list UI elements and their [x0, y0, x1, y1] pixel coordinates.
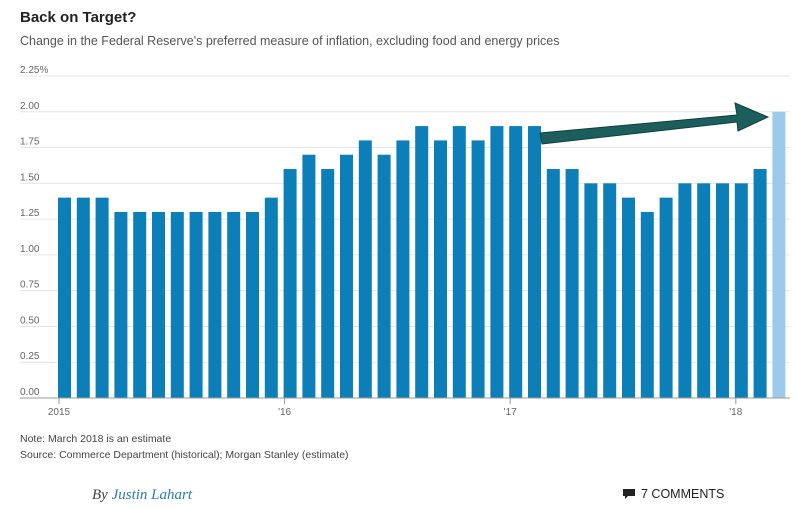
arrow-icon	[539, 102, 770, 145]
bar	[584, 183, 598, 398]
y-axis-labels: 0.00 0.25 0.50 0.75 1.00 1.25 1.50 1.75 2.00 2.25…	[20, 65, 48, 398]
bar	[358, 140, 372, 398]
x-axis: 2015 '16 '17 '18	[20, 397, 790, 418]
bar	[189, 211, 203, 398]
y-tick-label: 2.00	[20, 101, 40, 112]
x-tick-label: 2015	[48, 407, 71, 418]
bar	[678, 183, 692, 398]
bar	[227, 211, 241, 398]
bar	[377, 154, 391, 398]
bar	[716, 183, 729, 398]
bar	[753, 169, 767, 398]
bar	[603, 183, 617, 398]
x-tick-label: '16	[278, 407, 291, 418]
bar	[152, 211, 165, 398]
bar	[622, 197, 635, 398]
bar	[396, 140, 410, 398]
bar	[434, 140, 447, 398]
chart-title: Back on Target?	[20, 9, 137, 26]
bar	[340, 154, 353, 398]
comment-bubble-icon	[623, 489, 635, 499]
bar	[546, 169, 560, 398]
comments-label: 7 COMMENTS	[641, 487, 725, 501]
bar	[415, 126, 429, 398]
byline: By Justin Lahart	[92, 487, 192, 504]
byline-prefix: By	[92, 487, 112, 503]
bar	[170, 211, 184, 398]
chart-subtitle: Change in the Federal Reserve's preferre…	[20, 34, 560, 48]
author-link[interactable]: Justin Lahart	[111, 487, 193, 503]
y-tick-label: 0.50	[20, 315, 40, 326]
comments-button[interactable]: 7 COMMENTS	[622, 487, 724, 501]
bar	[528, 126, 541, 398]
x-tick-label: '18	[729, 407, 742, 418]
bar	[302, 154, 316, 398]
y-tick-label: 1.25	[20, 208, 40, 219]
bar	[734, 183, 748, 398]
chart-source: Source: Commerce Department (historical)…	[20, 449, 349, 461]
y-tick-label: 0.00	[20, 387, 40, 398]
bar	[659, 197, 673, 398]
bar	[95, 197, 109, 398]
bar	[640, 211, 654, 398]
y-tick-label: 1.00	[20, 244, 40, 255]
bar	[697, 183, 711, 398]
trend-arrow	[539, 102, 770, 145]
bar	[133, 211, 147, 398]
bar	[76, 197, 90, 398]
bar	[283, 169, 297, 398]
y-tick-label: 0.75	[20, 280, 40, 291]
bar	[321, 169, 335, 398]
bar	[264, 197, 278, 398]
y-tick-label: 1.50	[20, 172, 40, 183]
chart-note: Note: March 2018 is an estimate	[20, 433, 172, 445]
bar	[565, 169, 579, 398]
y-tick-label: 2.25%	[20, 65, 48, 76]
bars	[58, 111, 786, 399]
bar	[208, 211, 222, 398]
bar	[114, 211, 128, 398]
bar	[58, 197, 71, 398]
x-tick-label: '17	[504, 407, 517, 418]
bar	[452, 126, 466, 398]
bar-chart: 0.00 0.25 0.50 0.75 1.00 1.25 1.50 1.75 2.00 2.25…	[20, 65, 790, 418]
estimate-bar	[772, 111, 786, 399]
y-tick-label: 1.75	[20, 137, 40, 148]
bar	[509, 126, 523, 398]
bar	[490, 126, 504, 398]
bar	[471, 140, 485, 398]
y-tick-label: 0.25	[20, 351, 40, 362]
bar	[246, 211, 259, 398]
